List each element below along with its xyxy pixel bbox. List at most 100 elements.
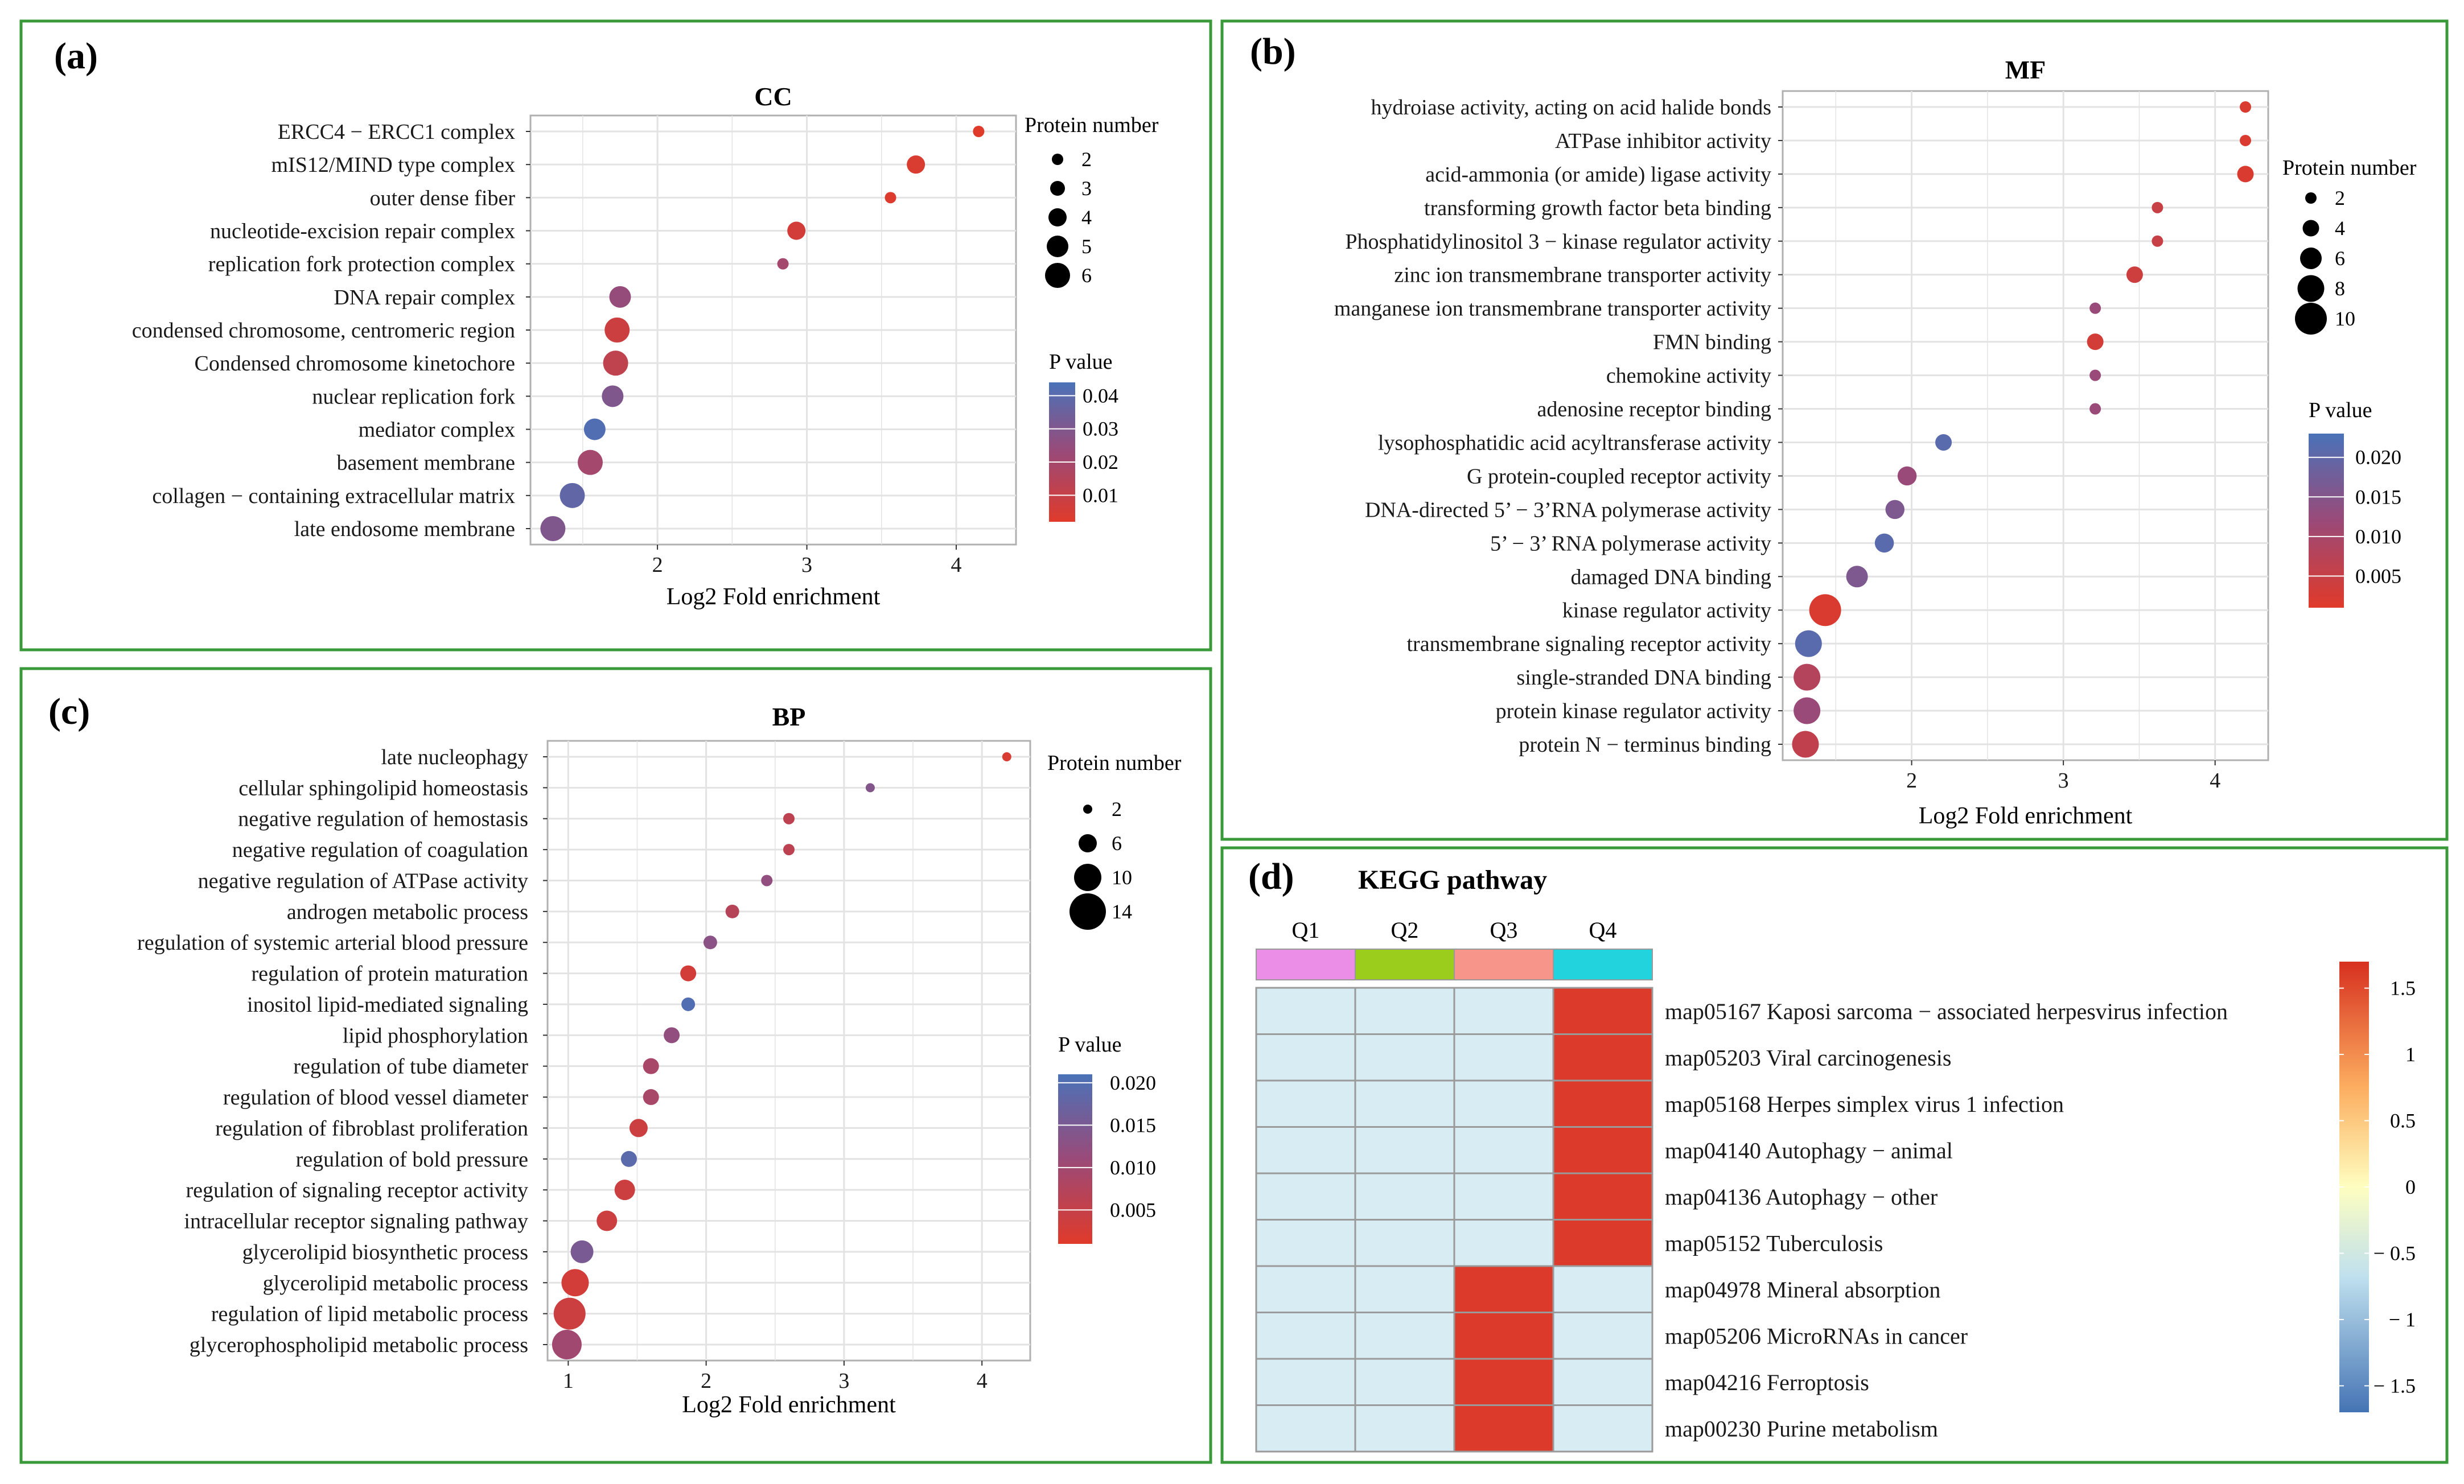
bp-bubble xyxy=(643,1058,659,1074)
bp-size-legend-label: 2 xyxy=(1112,798,1122,821)
mf-term-label: transforming growth factor beta binding xyxy=(1424,196,1771,220)
mf-bubble xyxy=(2126,266,2143,283)
cc-size-legend-dot xyxy=(1048,208,1067,226)
kegg-column-label: Q2 xyxy=(1391,917,1419,943)
bp-term-label: regulation of bold pressure xyxy=(296,1148,528,1172)
mf-bubble xyxy=(2152,201,2163,213)
bp-term-label: regulation of protein maturation xyxy=(252,962,528,986)
kegg-cell xyxy=(1552,1126,1653,1174)
panel-a-border xyxy=(19,19,1212,652)
cc-bubble xyxy=(583,418,606,440)
panel-c-border xyxy=(19,667,1212,1464)
mf-term-label: damaged DNA binding xyxy=(1570,565,1771,589)
panel-a-letter: (a) xyxy=(54,35,98,77)
bp-bubble xyxy=(597,1210,618,1231)
bp-p-legend-label: 0.010 xyxy=(1110,1156,1156,1179)
cc-bubble xyxy=(885,192,896,204)
mf-term-label: G protein-coupled receptor activity xyxy=(1467,464,1771,488)
bp-term-label: androgen metabolic process xyxy=(287,900,528,924)
bp-size-legend-label: 6 xyxy=(1112,832,1122,855)
cc-x-tick-label: 3 xyxy=(801,553,812,577)
mf-term-label: lysophosphatidic acid acyltransferase ac… xyxy=(1378,431,1771,455)
mf-size-legend-label: 8 xyxy=(2335,277,2345,300)
cc-chart-title: CC xyxy=(754,82,792,111)
bp-x-tick-label: 2 xyxy=(701,1369,711,1393)
kegg-cell xyxy=(1354,1404,1455,1453)
mf-term-label: transmembrane signaling receptor activit… xyxy=(1407,632,1772,656)
cc-bubble-chart: CC ERCC4 − ERCC1 complex mIS12/MIND type c… xyxy=(132,82,1159,610)
cc-p-legend-label: 0.04 xyxy=(1083,384,1118,407)
kegg-row-label: map05206 MicroRNAs in cancer xyxy=(1665,1323,1968,1349)
kegg-colorbar xyxy=(2339,962,2369,1412)
kegg-row-label: map00230 Purine metabolism xyxy=(1665,1416,1938,1441)
bp-bubble xyxy=(629,1119,648,1137)
bp-bubble xyxy=(570,1240,594,1263)
kegg-colorbar-label: 1.5 xyxy=(2390,977,2416,1000)
kegg-cell xyxy=(1354,1126,1455,1174)
mf-size-legend-dot xyxy=(2300,248,2322,269)
mf-x-tick-label: 2 xyxy=(1906,769,1917,793)
kegg-cell xyxy=(1453,1312,1554,1360)
mf-bubble xyxy=(2087,333,2104,351)
mf-bubble xyxy=(2240,134,2252,146)
kegg-row-label: map04216 Ferroptosis xyxy=(1665,1370,1869,1395)
kegg-cell xyxy=(1354,987,1455,1035)
kegg-row-label: map04136 Autophagy − other xyxy=(1665,1184,1938,1210)
cc-p-legend-title: P value xyxy=(1049,350,1113,374)
cc-p-colorbar xyxy=(1049,382,1075,522)
panel-d-letter: (d) xyxy=(1248,856,1294,897)
bp-bubble xyxy=(561,1269,589,1297)
kegg-row-label: map05152 Tuberculosis xyxy=(1665,1230,1883,1256)
kegg-cell xyxy=(1255,1404,1356,1453)
mf-bubble xyxy=(1897,466,1917,486)
kegg-cell xyxy=(1255,1033,1356,1082)
mf-term-label: ATPase inhibitor activity xyxy=(1555,129,1771,153)
kegg-colorbar-label: − 1.5 xyxy=(2373,1374,2416,1397)
kegg-title: KEGG pathway xyxy=(1358,865,1547,895)
mf-bubble xyxy=(1885,500,1905,520)
bp-x-tick-label: 3 xyxy=(838,1369,849,1393)
cc-term-label: condensed chromosome, centromeric region xyxy=(132,319,515,343)
cc-size-legend-label: 4 xyxy=(1081,206,1092,229)
bp-x-tick-label: 1 xyxy=(563,1369,574,1393)
bp-p-colorbar xyxy=(1058,1074,1092,1244)
bp-bubble xyxy=(643,1089,659,1106)
kegg-column-label: Q3 xyxy=(1490,917,1518,943)
cc-term-label: basement membrane xyxy=(337,451,515,475)
kegg-cell xyxy=(1552,987,1653,1035)
kegg-cell xyxy=(1552,1312,1653,1360)
kegg-cell xyxy=(1354,1265,1455,1313)
mf-size-legend-label: 2 xyxy=(2335,187,2345,209)
mf-size-legend-dot xyxy=(2302,220,2319,237)
mf-bubble-chart: MF hydroiase activity, acting on acid hal… xyxy=(1334,55,2417,829)
bp-chart-title: BP xyxy=(772,702,806,731)
bp-x-tick-label: 4 xyxy=(977,1369,988,1393)
mf-x-tick-label: 4 xyxy=(2210,769,2220,793)
bp-term-label: regulation of systemic arterial blood pr… xyxy=(137,931,528,955)
bp-bubble xyxy=(761,875,773,887)
cc-size-legend-label: 3 xyxy=(1081,177,1092,200)
kegg-cell xyxy=(1552,1219,1653,1267)
cc-bubble xyxy=(777,258,789,270)
mf-p-legend-title: P value xyxy=(2309,398,2372,422)
kegg-row-label: map05168 Herpes simplex virus 1 infectio… xyxy=(1665,1091,2064,1117)
cc-size-legend-dot xyxy=(1047,236,1068,257)
mf-size-legend-dot xyxy=(2297,275,2325,302)
mf-plot-area xyxy=(1782,90,2269,761)
cc-bubble xyxy=(560,483,585,508)
cc-x-tick-label: 4 xyxy=(951,553,962,577)
bp-term-label: glycerophospholipid metabolic process xyxy=(190,1333,528,1357)
kegg-cell xyxy=(1354,1172,1455,1221)
kegg-cell xyxy=(1552,1079,1653,1128)
mf-p-legend-label: 0.020 xyxy=(2355,446,2401,469)
cc-term-label: nucleotide-excision repair complex xyxy=(210,220,515,244)
mf-term-label: hydroiase activity, acting on acid halid… xyxy=(1371,96,1771,119)
kegg-group-bar xyxy=(1256,949,1356,980)
bp-term-label: negative regulation of coagulation xyxy=(232,838,528,862)
mf-p-colorbar xyxy=(2309,434,2344,608)
mf-p-legend-label: 0.005 xyxy=(2355,564,2401,587)
mf-x-tick-label: 3 xyxy=(2058,769,2069,793)
cc-p-legend-label: 0.01 xyxy=(1083,484,1118,506)
bp-size-legend-label: 10 xyxy=(1112,866,1132,889)
